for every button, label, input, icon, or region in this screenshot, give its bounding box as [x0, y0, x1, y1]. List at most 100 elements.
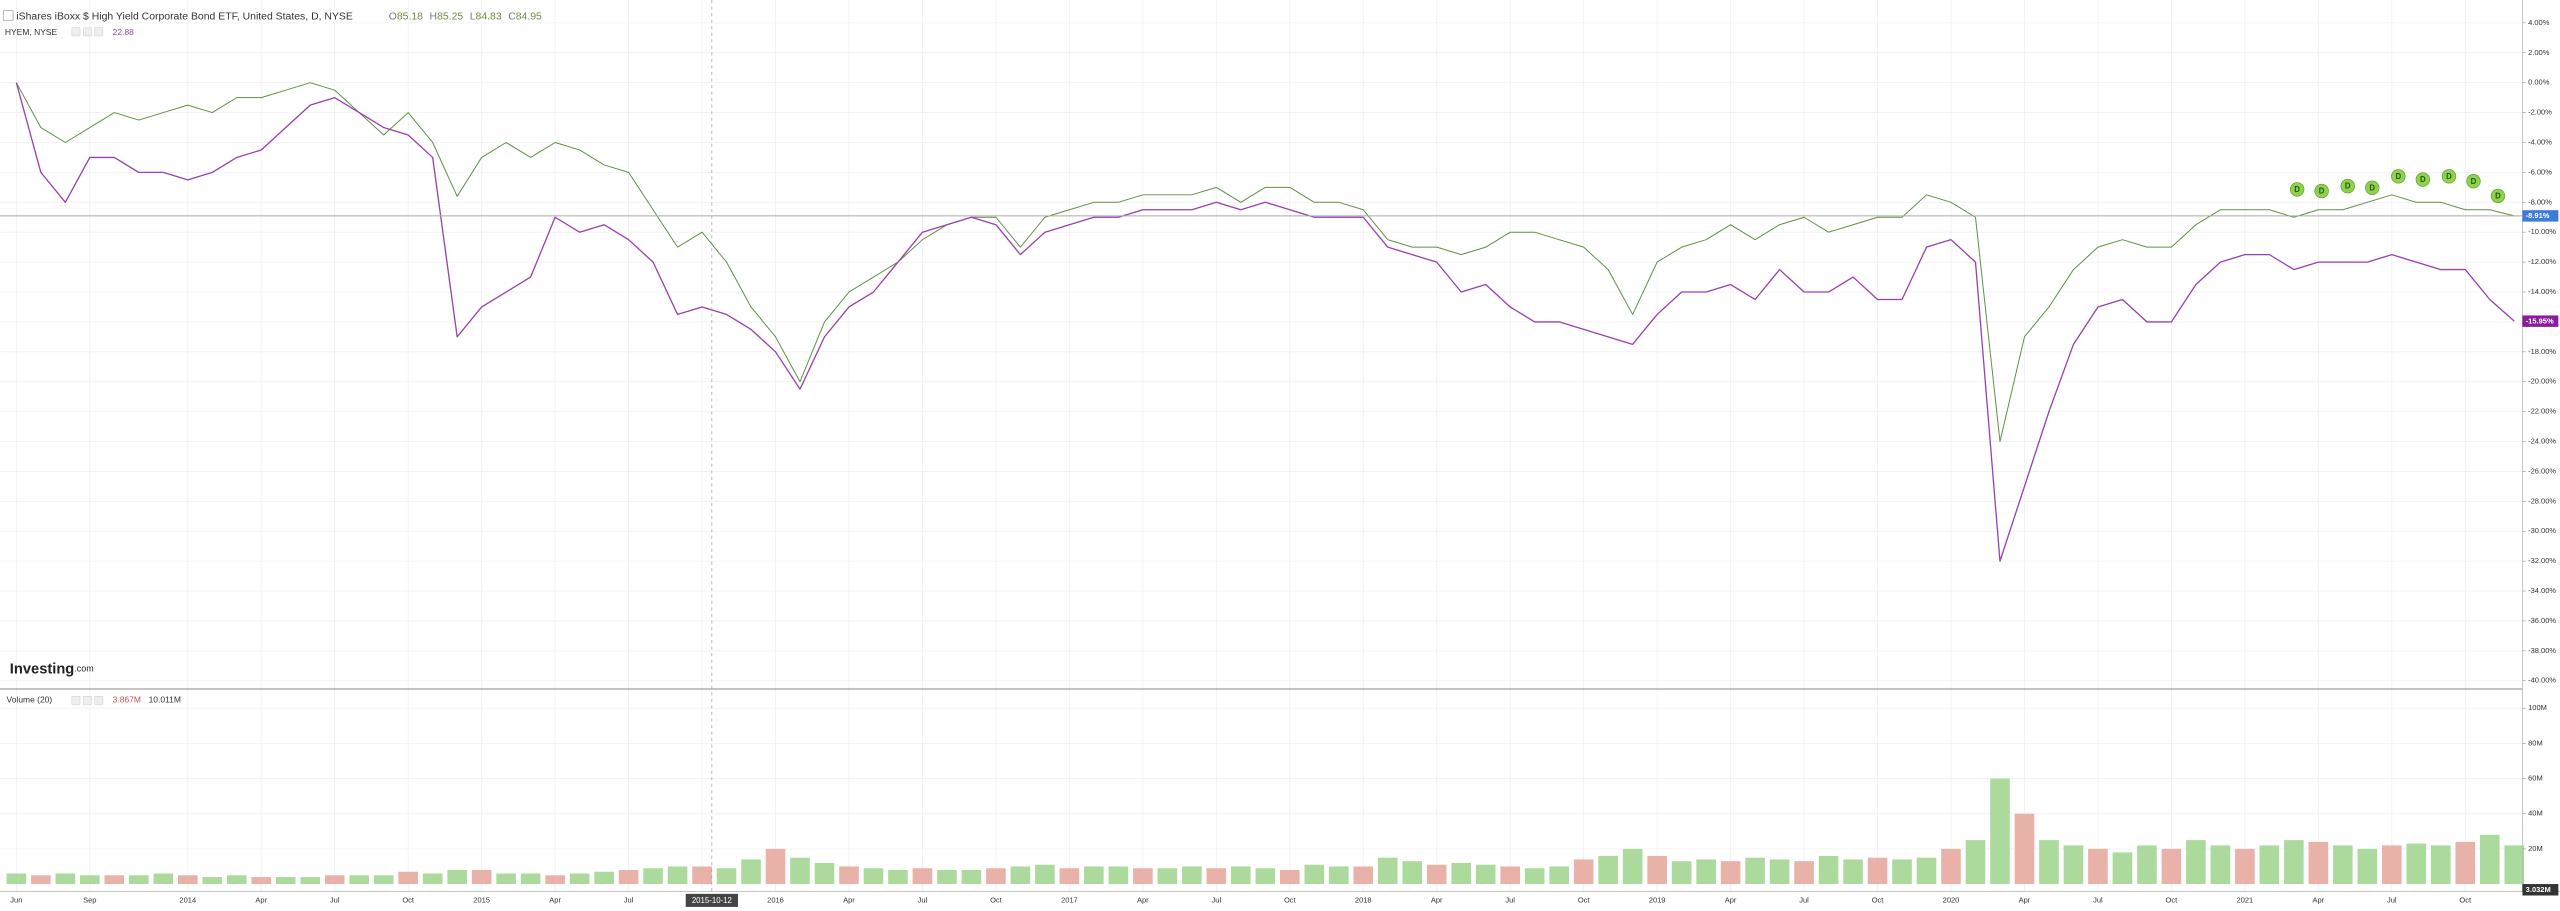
volume-bar — [2161, 848, 2182, 885]
dividend-label: D — [2294, 185, 2300, 194]
volume-bar — [2137, 845, 2157, 885]
volume-bar — [1280, 869, 1300, 885]
volume-bar — [2430, 845, 2451, 885]
price-marker-label: -15.95% — [2526, 316, 2554, 325]
x-tick-label: Oct — [2166, 895, 2179, 904]
dividend-marker — [2466, 174, 2481, 189]
icon[interactable] — [71, 696, 81, 705]
volume-bar — [422, 873, 443, 885]
volume-bar — [545, 875, 565, 885]
x-tick-label: 2015 — [473, 895, 490, 904]
volume-bar — [2088, 848, 2108, 885]
volume-bar — [373, 875, 394, 885]
y-tick-label: 2.00% — [2528, 48, 2550, 57]
volume-bar — [129, 875, 149, 885]
dividend-marker — [2391, 169, 2406, 184]
dividend-label: D — [2319, 187, 2325, 196]
volume-bar — [814, 862, 835, 885]
y-tick-label: 60M — [2528, 774, 2543, 783]
volume-bar — [643, 868, 663, 885]
volume-bar — [251, 877, 272, 885]
icon[interactable] — [83, 27, 92, 37]
y-tick-label: -38.00% — [2528, 646, 2556, 655]
volume-bar — [55, 873, 76, 885]
x-tick-label: 2018 — [1355, 895, 1372, 904]
volume-bar — [1965, 840, 1986, 885]
volume-bar — [790, 857, 810, 885]
volume-bar — [937, 869, 957, 885]
volume-bar — [2406, 843, 2427, 885]
price-marker-label: -8.91% — [2526, 211, 2550, 220]
logo-text: .com — [74, 664, 93, 674]
volume-bar — [1157, 868, 1178, 885]
icon[interactable] — [94, 696, 104, 705]
y-tick-label: -26.00% — [2528, 466, 2556, 475]
price-marker-box — [2522, 884, 2559, 896]
volume-bar — [324, 875, 345, 885]
dividend-label: D — [2446, 172, 2452, 181]
volume-bar — [716, 868, 737, 885]
volume-bar — [80, 875, 100, 885]
volume-bar — [667, 866, 688, 885]
volume-bar — [961, 869, 982, 885]
volume-bar — [839, 866, 859, 885]
x-tick-label: Apr — [2019, 895, 2031, 904]
volume-bar — [520, 873, 541, 885]
x-tick-label: 2019 — [1649, 895, 1666, 904]
x-tick-label: Oct — [2459, 895, 2472, 904]
y-tick-label: -32.00% — [2528, 556, 2556, 565]
x-tick-label: Apr — [255, 895, 267, 904]
close-value: 84.95 — [516, 11, 542, 22]
icon[interactable] — [94, 27, 104, 37]
x-tick-label: Jul — [2387, 895, 2397, 904]
y-tick-label: -14.00% — [2528, 287, 2556, 296]
compare-title: HYEM, NYSE — [5, 27, 58, 37]
volume-bar — [202, 877, 223, 885]
volume-bar — [1255, 868, 1276, 885]
y-tick-label: -4.00% — [2528, 137, 2552, 146]
x-tick-label: Apr — [1431, 895, 1443, 904]
y-tick-label: -12.00% — [2528, 257, 2556, 266]
volume-bar — [692, 866, 712, 885]
x-tick-label: Jul — [2093, 895, 2103, 904]
x-tick-label: 2021 — [2237, 895, 2254, 904]
y-tick-label: 40M — [2528, 809, 2543, 818]
volume-bar — [2333, 845, 2353, 885]
icon[interactable] — [71, 27, 81, 37]
crosshair-date: 2015-10-12 — [692, 896, 732, 905]
volume-bar — [1622, 848, 1643, 885]
volume-bar — [1892, 859, 1912, 885]
ohlc-label: L — [470, 11, 476, 22]
volume-bar — [1769, 859, 1790, 885]
y-tick-label: -22.00% — [2528, 407, 2556, 416]
dividend-label: D — [2396, 172, 2402, 181]
volume-bar — [1745, 857, 1765, 885]
x-tick-label: Jun — [10, 895, 22, 904]
dividend-markers: D D D D D D D D D — [2289, 169, 2506, 204]
y-tick-label: -34.00% — [2528, 586, 2556, 595]
volume-bar — [1843, 859, 1863, 885]
dividend-marker — [2415, 172, 2431, 187]
volume-bar — [1206, 868, 1227, 885]
series-line — [15, 82, 2515, 562]
volume-bar — [2039, 840, 2059, 885]
x-tick-label: Oct — [990, 895, 1003, 904]
volume-bar — [741, 859, 761, 885]
y-tick-label: -36.00% — [2528, 616, 2556, 625]
volume-bar — [2210, 845, 2231, 885]
volume-bar — [618, 869, 639, 885]
y-tick-label: -28.00% — [2528, 496, 2556, 505]
y-tick-label: -18.00% — [2528, 347, 2556, 356]
icon[interactable] — [83, 696, 92, 705]
ohlc-label: H — [430, 11, 438, 22]
y-tick-label: -40.00% — [2528, 676, 2556, 685]
collapse-icon[interactable] — [2, 10, 14, 21]
price-marker-box — [2522, 315, 2559, 327]
title-text: iShares iBoxx $ High Yield Corporate Bon… — [16, 11, 353, 22]
x-tick-label: Oct — [1578, 895, 1591, 904]
dividend-label: D — [2495, 191, 2501, 200]
volume-bar — [1426, 864, 1447, 885]
volume-bar — [1035, 864, 1055, 885]
